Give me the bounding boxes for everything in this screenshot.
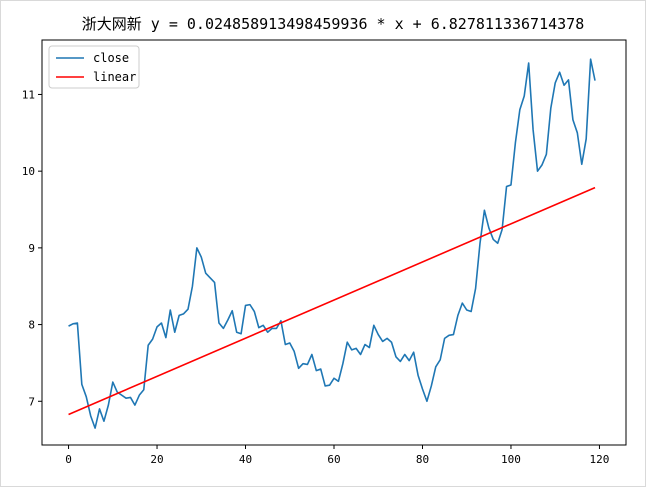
x-tick-label: 120: [590, 453, 610, 466]
plot-frame: [41, 39, 627, 446]
x-tick-label: 60: [327, 453, 340, 466]
x-tick-label: 20: [150, 453, 163, 466]
x-tick-label: 40: [239, 453, 252, 466]
y-axis: 7 8 9 10 11: [22, 88, 42, 408]
y-tick-label: 9: [28, 242, 35, 255]
legend-label-close: close: [93, 51, 129, 65]
y-tick-label: 10: [22, 165, 35, 178]
x-axis: 0 20 40 60 80 100 120: [65, 445, 609, 466]
y-tick-label: 8: [28, 319, 35, 332]
y-tick-label: 11: [22, 88, 35, 101]
x-tick-label: 100: [501, 453, 521, 466]
legend: close linear: [48, 45, 140, 89]
x-tick-label: 80: [416, 453, 429, 466]
y-tick-label: 7: [28, 395, 35, 408]
series-line-linear: [68, 186, 596, 416]
legend-label-linear: linear: [93, 70, 136, 84]
plot-area: [41, 39, 627, 446]
x-tick-label: 0: [65, 453, 72, 466]
series-line-close: [68, 58, 596, 429]
series-layer: [68, 58, 596, 429]
chart-title: 浙大网新 y = 0.024858913498459936 * x + 6.82…: [82, 15, 585, 33]
